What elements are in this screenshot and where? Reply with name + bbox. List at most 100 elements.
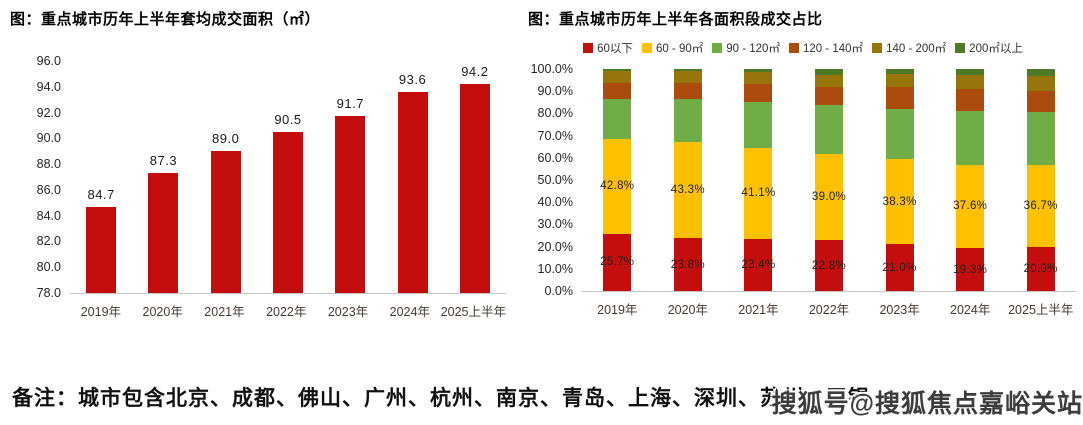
bar-column: 87.3 — [148, 61, 179, 293]
x-axis-label: 2024年 — [950, 303, 991, 317]
bar-segment — [814, 105, 843, 154]
legend-item: 60 - 90㎡ — [641, 40, 704, 56]
stacked-bar-column: 19.3% 37.6% — [953, 69, 988, 291]
bar-segment — [673, 238, 702, 291]
bar — [272, 131, 303, 293]
watermark-text: 搜狐号@搜狐焦点嘉峪关站 — [771, 390, 1083, 418]
left-chart-title: 图：重点城市历年上半年套均成交面积（㎡） — [10, 12, 321, 28]
bar-slot: 90.5 — [257, 61, 319, 293]
bar-segment — [956, 75, 985, 90]
legend-item: 60以下 — [583, 40, 633, 56]
bar — [86, 206, 117, 293]
bar-segment — [814, 69, 843, 75]
bar-segment — [885, 244, 914, 291]
average-area-chart-panel: 图：重点城市历年上半年套均成交面积（㎡） 96.0 94.0 92.0 90.0 88.… — [10, 8, 512, 320]
legend-swatch — [872, 43, 883, 53]
y-axis-tick-label: 96.0 — [36, 54, 61, 68]
x-axis-label: 2023年 — [327, 305, 369, 319]
bar-segment — [885, 69, 914, 75]
bar-slot: 91.7 — [319, 61, 381, 293]
y-axis-tick-label: 30.0% — [537, 217, 573, 232]
stacked-bar-column: 21.0% 38.3% — [883, 69, 916, 291]
bar — [335, 116, 366, 293]
y-axis-tick-label: 80.0 — [36, 260, 61, 275]
bar — [397, 91, 428, 293]
bar-segment — [885, 74, 914, 88]
y-axis-tick-label: 40.0% — [537, 195, 573, 210]
legend-label: 90 - 120㎡ — [726, 43, 780, 55]
right-chart-title: 图：重点城市历年上半年各面积段成交占比 — [528, 12, 823, 28]
bar-segment — [814, 86, 843, 106]
bar-segment — [673, 82, 702, 100]
bar-slot: 93.6 — [381, 61, 443, 293]
segment-value-label: 41.1% — [741, 187, 776, 200]
bar-segment — [1026, 69, 1055, 76]
bar-segment — [885, 109, 914, 160]
stacked-bar-column: 23.8% 43.3% — [670, 69, 705, 291]
x-axis-label: 2020年 — [142, 305, 183, 319]
x-axis-label: 2019年 — [597, 303, 638, 317]
y-axis-tick-label: 80.0% — [537, 106, 573, 121]
bar-segment — [603, 138, 632, 234]
y-axis-tick-label: 82.0 — [36, 234, 61, 249]
legend-item: 120 - 140㎡ — [788, 40, 864, 56]
y-axis-tick-label: 70.0% — [537, 128, 573, 143]
legend-swatch — [641, 43, 652, 53]
stacked-bar-slot: 23.4% 41.1% — [723, 69, 794, 291]
x-axis-label: 2023年 — [879, 303, 920, 317]
bar-segment — [603, 69, 632, 72]
stacked-bar-slot: 23.8% 43.3% — [653, 69, 724, 291]
y-axis-tick-label: 94.0 — [36, 79, 61, 94]
right-chart-plot-area: 100.0% 90.0% 80.0% 70.0% 60.0% 50.0% 40.0% 30.0… — [531, 62, 1076, 298]
legend-item: 200㎡以上 — [955, 40, 1023, 56]
bar-segment — [956, 164, 985, 249]
y-axis-tick-label: 78.0 — [36, 286, 61, 300]
bar-column: 84.7 — [86, 61, 117, 293]
bar-column: 90.5 — [272, 61, 303, 293]
legend-swatch — [583, 43, 594, 53]
legend-swatch — [712, 43, 723, 53]
bar-segment — [1026, 246, 1055, 291]
bar-column: 89.0 — [210, 61, 241, 293]
bar-slot: 89.0 — [195, 61, 257, 293]
bar-segment — [956, 89, 985, 111]
bar — [148, 173, 179, 293]
segment-value-label: 25.7% — [600, 256, 635, 269]
bar-segment — [744, 84, 773, 103]
bar-segment — [744, 102, 773, 148]
bar-column: 91.7 — [335, 61, 366, 293]
bar-slot: 84.7 — [70, 61, 132, 293]
bar-segment — [603, 82, 632, 100]
segment-value-label: 19.3% — [953, 263, 988, 276]
bar-segment — [956, 248, 985, 291]
bar-segment — [744, 239, 773, 291]
y-axis-tick-label: 88.0 — [36, 157, 61, 172]
x-axis-label: 2020年 — [667, 303, 709, 317]
bar-value-label: 93.6 — [398, 71, 427, 87]
y-axis-tick-label: 100.0% — [530, 62, 573, 76]
x-axis-label: 2024年 — [389, 305, 430, 319]
bar-column: 94.2 — [459, 61, 490, 293]
stacked-bar-slot: 22.8% 39.0% — [794, 69, 865, 291]
segment-value-label: 43.3% — [670, 184, 705, 197]
legend-label: 60 - 90㎡ — [655, 43, 704, 55]
bar-segment — [956, 69, 985, 76]
legend-swatch — [788, 43, 799, 53]
bar-segment — [673, 69, 702, 72]
bar-segment — [1026, 90, 1055, 113]
segment-value-label: 23.8% — [670, 258, 705, 271]
bar-value-label: 90.5 — [274, 111, 302, 127]
bar-segment — [1026, 75, 1055, 91]
stacked-bar-column: 23.4% 41.1% — [741, 69, 776, 291]
segment-value-label: 37.6% — [953, 200, 988, 213]
segment-value-label: 36.7% — [1023, 199, 1058, 212]
right-chart-x-axis: 2019年 2020年 2021年 2022年 2023年 2024年 2025上半年 — [582, 292, 1076, 318]
bar-segment — [814, 240, 843, 291]
y-axis-tick-label: 92.0 — [36, 105, 61, 120]
legend-item: 90 - 120㎡ — [712, 40, 780, 56]
stacked-bar-column: 25.7% 42.8% — [600, 69, 635, 291]
bar-value-label: 84.7 — [87, 186, 115, 202]
legend-label: 120 - 140㎡ — [802, 43, 864, 55]
bar-segment — [603, 99, 632, 139]
bar-value-label: 87.3 — [149, 153, 178, 169]
